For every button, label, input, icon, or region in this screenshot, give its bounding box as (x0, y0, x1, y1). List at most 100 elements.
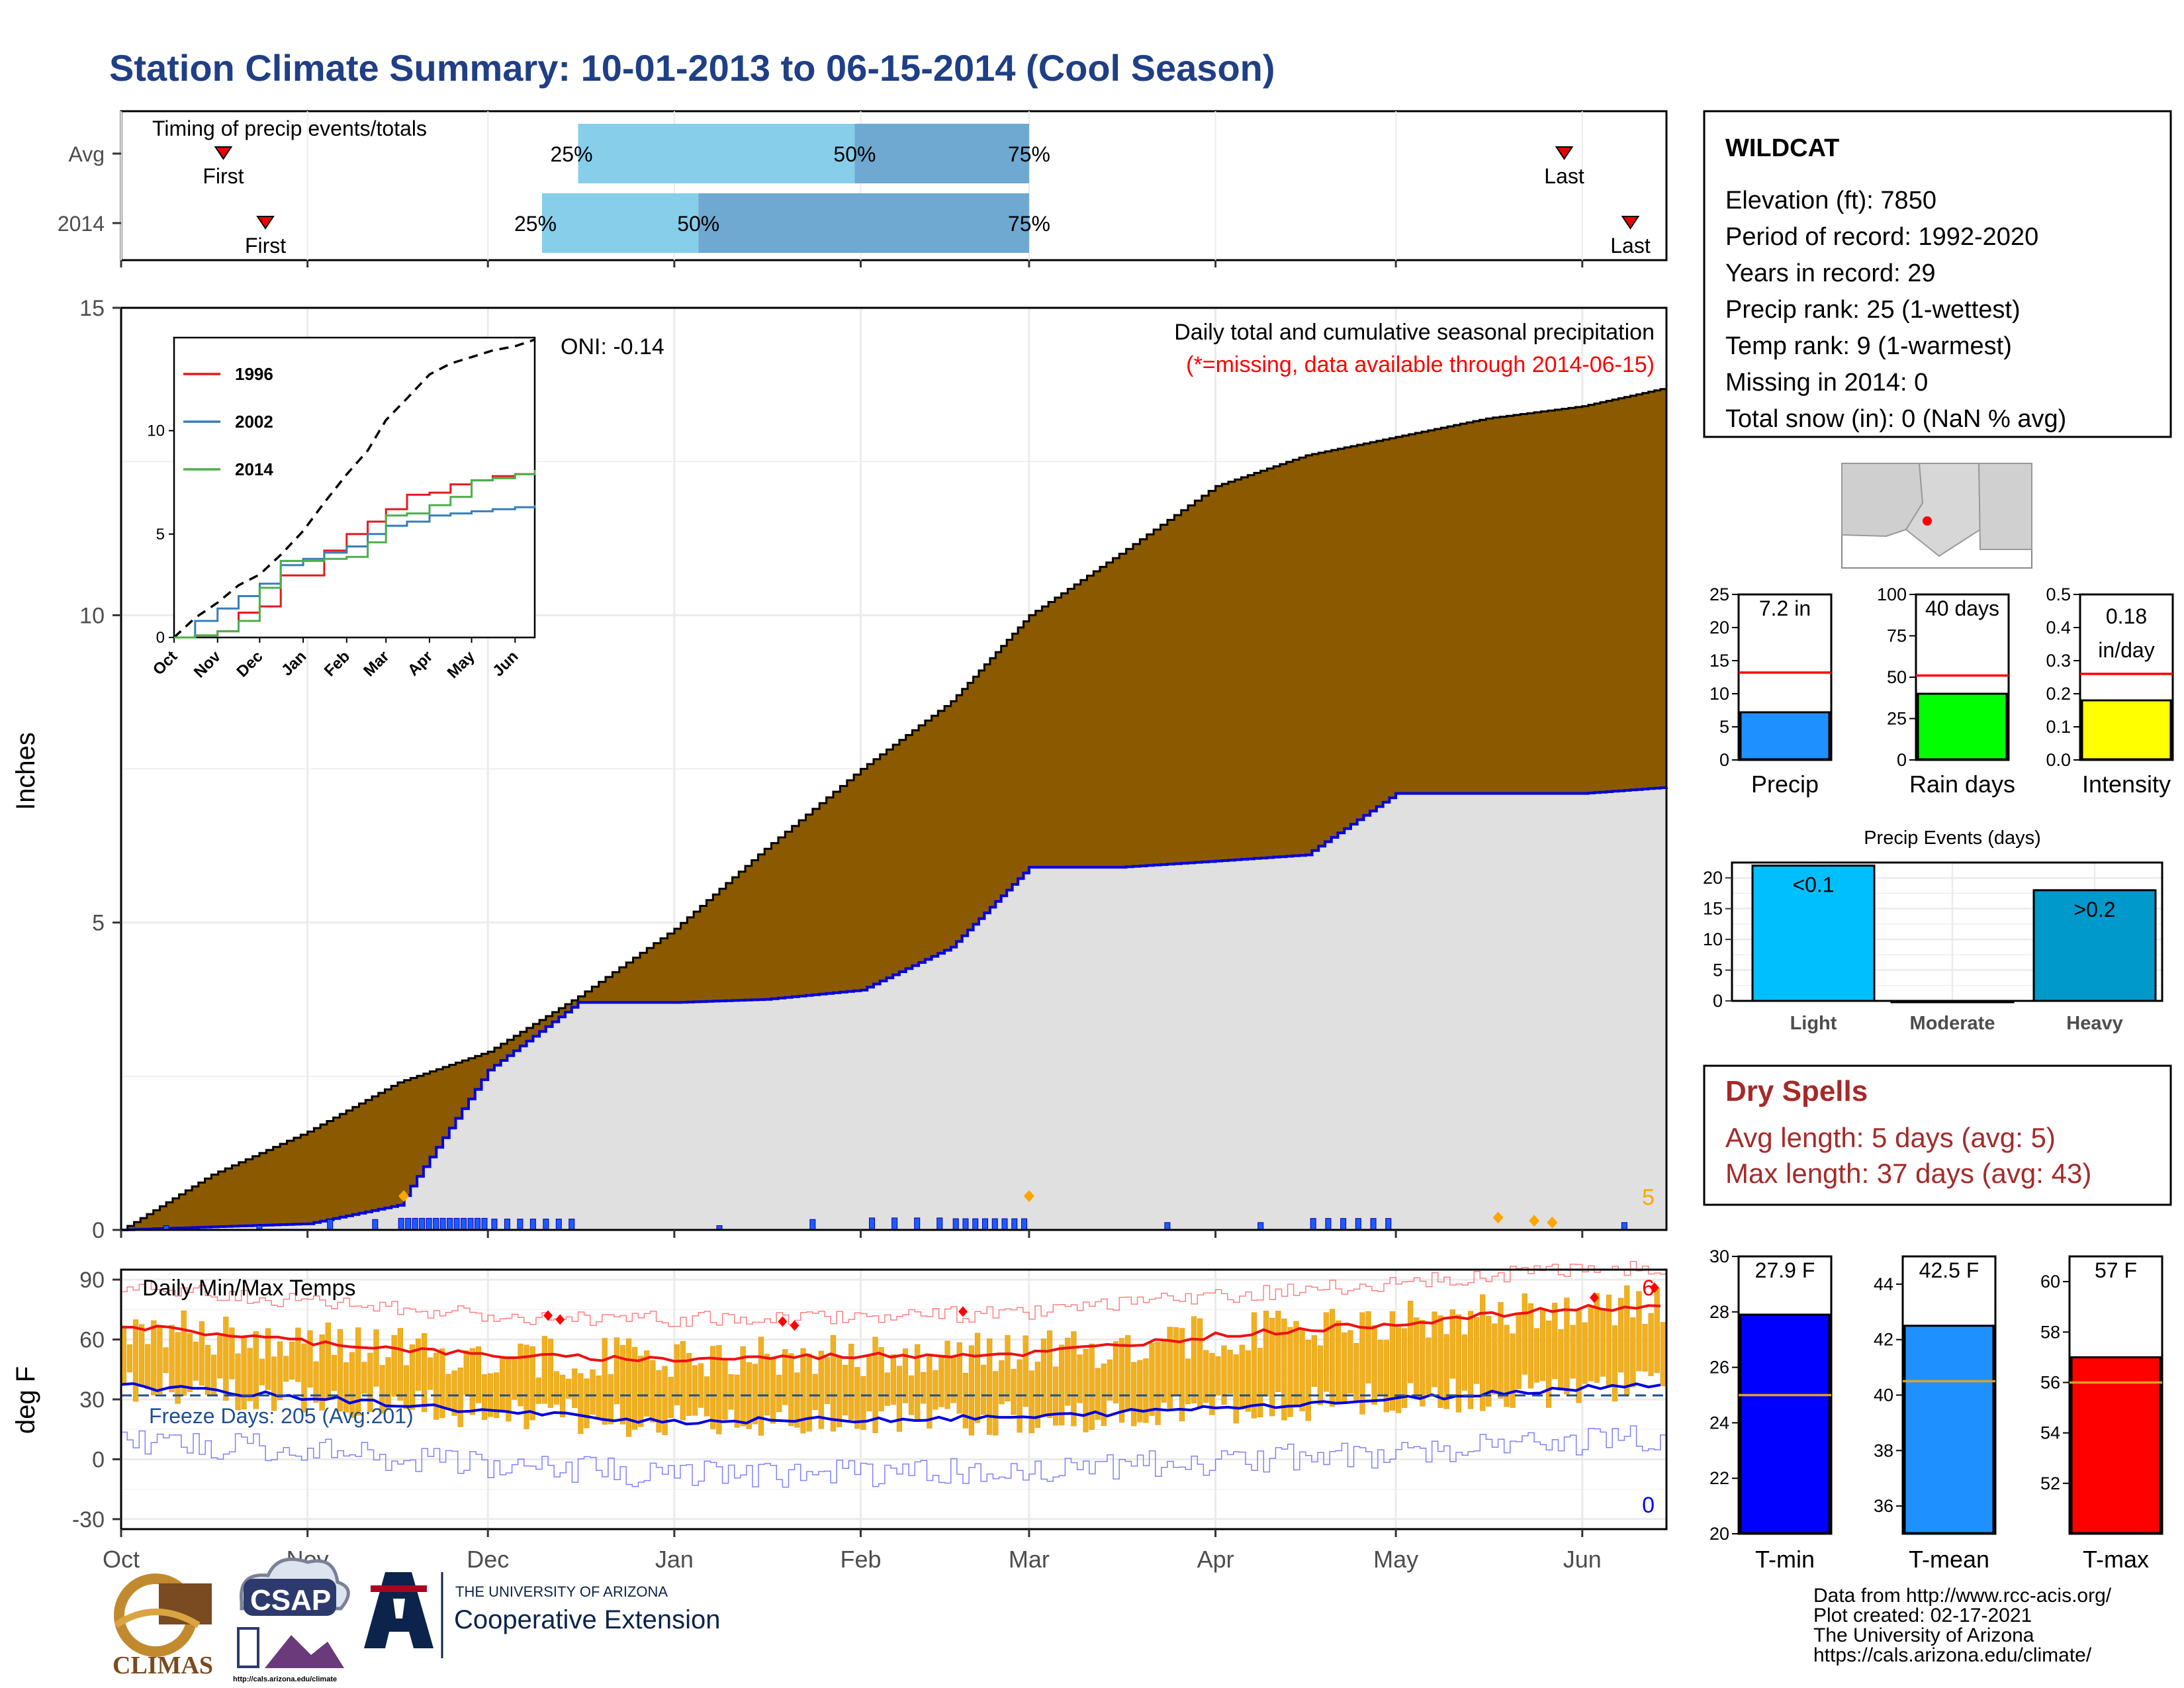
daily-temp-range-bar (1269, 1317, 1275, 1417)
heavy-precip-marker (1492, 1211, 1504, 1224)
daily-temp-range-bar (662, 1366, 668, 1435)
events-ytick-label: 20 (1703, 868, 1723, 888)
daily-temp-range-bar (1588, 1307, 1594, 1382)
station-info-box: WILDCAT Elevation (ft): 7850 Period of re… (1703, 110, 2172, 438)
daily-precip-bar (555, 1219, 562, 1231)
inset-average-line (173, 338, 535, 639)
daily-temp-range-bar (1654, 1288, 1660, 1374)
daily-temp-range-bar (1377, 1339, 1383, 1395)
precip-ytick-label: 5 (92, 911, 105, 936)
summary-bar-label: Rain days (1909, 771, 2015, 798)
summary-bar-tick-label: 0 (1719, 750, 1729, 770)
dry-spells-max: Max length: 37 days (avg: 43) (1725, 1158, 2091, 1189)
temp-bar-value (1903, 1325, 1995, 1534)
daily-temp-range-bar (590, 1369, 596, 1415)
daily-precip-bar (1164, 1222, 1171, 1231)
daily-temp-range-bar (788, 1353, 794, 1427)
daily-temp-range-bar (740, 1346, 746, 1427)
precip-event-category: Moderate (1910, 1013, 1995, 1034)
daily-temp-range-bar (1317, 1345, 1324, 1405)
daily-temp-range-bar (927, 1356, 933, 1429)
page-title: Station Climate Summary: 10-01-2013 to 0… (109, 47, 1275, 89)
summary-bar-tick-label: 75 (1887, 626, 1907, 646)
summary-bar-label: Intensity (2082, 771, 2171, 798)
daily-temp-range-bar (1197, 1318, 1203, 1407)
daily-temp-range-bar (1227, 1350, 1233, 1394)
daily-temp-range-bar (229, 1327, 235, 1380)
daily-temp-range-bar (241, 1336, 247, 1410)
summary-bar-value (2081, 699, 2172, 761)
precip-events-chart: Precip Events (days) <0.1 Light Moderate >0.… (1703, 827, 2163, 1034)
daily-temp-range-bar (921, 1372, 927, 1404)
precip-missing-note: (*=missing, data available through 2014-… (1186, 352, 1655, 377)
daily-precip-bar (1621, 1222, 1627, 1231)
daily-temp-range-bar (1600, 1308, 1606, 1377)
summary-bar-tick-label: 0.1 (2046, 717, 2071, 737)
daily-temp-range-bar (1263, 1311, 1269, 1397)
precip-event-category: Light (1790, 1013, 1837, 1034)
ua-logo: THE UNIVERSITY OF ARIZONA Cooperative Ex… (364, 1572, 720, 1658)
daily-temp-range-bar (1161, 1341, 1167, 1403)
daily-temp-range-bar (553, 1371, 560, 1405)
temp-bar-tick-label: 60 (2040, 1272, 2060, 1291)
daily-temp-range-bar (782, 1349, 788, 1405)
temp-bar-value-label: 27.9 F (1755, 1258, 1815, 1282)
timing-bar-25-50 (578, 124, 855, 183)
timing-bar-25-50 (541, 193, 699, 253)
precip-note: Daily total and cumulative seasonal prec… (1174, 320, 1655, 345)
credit-line: The University of Arizona (1813, 1624, 2034, 1646)
daily-temp-range-bar (1552, 1303, 1558, 1380)
daily-temp-range-bar (860, 1376, 866, 1430)
x-axis-month-label: Mar (1009, 1546, 1050, 1573)
events-ytick-label: 0 (1713, 991, 1723, 1011)
daily-temp-range-bar (1275, 1311, 1281, 1393)
daily-temp-range-bar (1504, 1325, 1510, 1407)
daily-temp-range-bar (367, 1352, 373, 1412)
csap-url: http://cals.arizona.edu/climate (233, 1675, 337, 1683)
temp-ytick-label: -30 (72, 1507, 105, 1532)
station-name: WILDCAT (1725, 134, 1839, 162)
daily-temp-range-bar (999, 1360, 1005, 1405)
daily-temp-range-bar (313, 1361, 319, 1403)
temp-bar-tick-label: 58 (2040, 1322, 2060, 1342)
x-axis-month-label: Oct (103, 1546, 140, 1573)
daily-temp-range-bar (1533, 1328, 1540, 1383)
daily-temp-range-bar (1624, 1285, 1630, 1396)
temp-ytick-label: 30 (79, 1387, 105, 1413)
daily-temp-range-bar (1383, 1340, 1389, 1413)
daily-temp-range-bar (625, 1338, 632, 1437)
daily-temp-range-bar (1516, 1313, 1522, 1389)
daily-temp-range-bar (1437, 1315, 1443, 1408)
daily-temp-range-bar (307, 1330, 313, 1387)
inset-legend-label: 2014 (235, 459, 273, 479)
summary-bar-tick-label: 0.5 (2046, 585, 2071, 604)
daily-temp-range-bar (145, 1344, 151, 1389)
daily-temp-range-bar (319, 1334, 325, 1411)
daily-temp-range-bar (193, 1341, 199, 1381)
daily-precip-bar (952, 1218, 959, 1231)
daily-temp-range-bar (1359, 1312, 1365, 1415)
station-info-line: Elevation (ft): 7850 (1725, 187, 1936, 214)
daily-temp-range-bar (163, 1347, 169, 1374)
station-info-line: Temp rank: 9 (1-warmest) (1725, 332, 2012, 360)
daily-temp-range-bar (680, 1341, 686, 1421)
daily-temp-range-bar (842, 1364, 848, 1416)
daily-temp-range-bar (295, 1327, 301, 1382)
daily-temp-range-bar (602, 1338, 608, 1425)
daily-precip-bar (517, 1219, 523, 1231)
daily-temp-range-bar (415, 1338, 422, 1391)
daily-temp-range-bar (217, 1335, 223, 1379)
record-high-marker (1649, 1282, 1659, 1293)
temp-bar-tick-label: 22 (1709, 1468, 1729, 1488)
daily-temp-range-bar (734, 1374, 740, 1428)
daily-temp-range-bar (1630, 1317, 1636, 1387)
timing-bar-50-75 (698, 193, 1029, 253)
daily-temp-range-bar (818, 1350, 824, 1429)
daily-temp-range-bar (1287, 1327, 1293, 1417)
daily-precip-bar (1355, 1218, 1361, 1231)
daily-precip-bar (1340, 1218, 1347, 1231)
x-axis-month-label: Feb (841, 1546, 882, 1573)
daily-temp-range-bar (674, 1344, 680, 1405)
daily-temp-range-bar (632, 1346, 638, 1430)
